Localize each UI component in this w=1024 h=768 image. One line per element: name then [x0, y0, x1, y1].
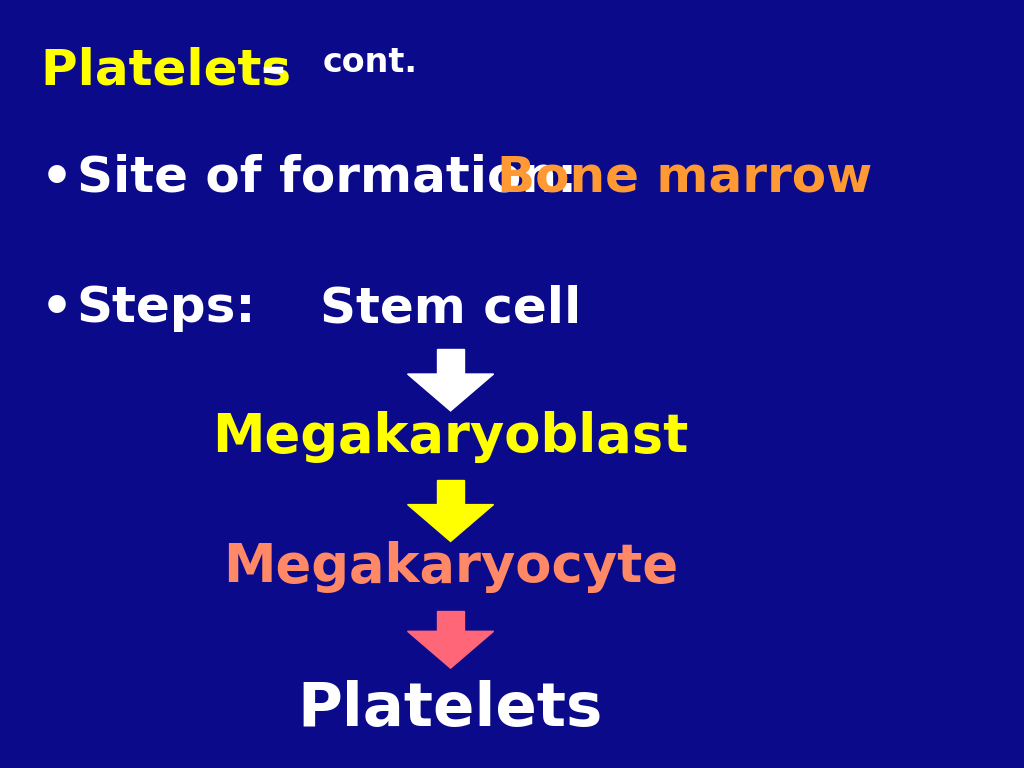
Polygon shape — [408, 631, 494, 668]
Polygon shape — [437, 349, 464, 374]
Text: Megakaryoblast: Megakaryoblast — [212, 411, 689, 463]
Text: Site of formation:: Site of formation: — [77, 154, 594, 201]
Text: •: • — [41, 284, 73, 332]
Text: Platelets: Platelets — [298, 680, 603, 739]
Text: cont.: cont. — [323, 46, 418, 79]
Polygon shape — [437, 480, 464, 505]
Text: Megakaryocyte: Megakaryocyte — [223, 541, 678, 594]
Polygon shape — [437, 611, 464, 631]
Text: Bone marrow: Bone marrow — [497, 154, 872, 201]
Text: •: • — [41, 154, 73, 201]
Polygon shape — [408, 374, 494, 411]
Text: Steps:: Steps: — [77, 284, 256, 332]
Text: Stem cell: Stem cell — [319, 284, 582, 332]
Polygon shape — [408, 505, 494, 541]
Text: –: – — [261, 46, 321, 94]
Text: Platelets: Platelets — [41, 46, 308, 94]
